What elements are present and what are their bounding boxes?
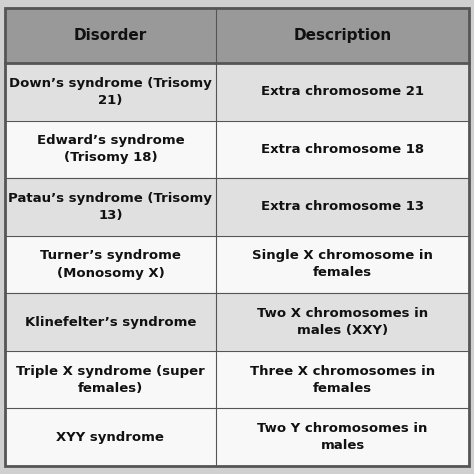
Bar	[216, 120, 469, 178]
Text: Extra chromosome 18: Extra chromosome 18	[261, 143, 424, 156]
Text: Single X chromosome in
females: Single X chromosome in females	[252, 249, 433, 280]
Text: Down’s syndrome (Trisomy
21): Down’s syndrome (Trisomy 21)	[9, 77, 212, 107]
Bar	[216, 351, 469, 409]
Bar	[216, 178, 469, 236]
Bar	[216, 236, 469, 293]
Bar	[5, 236, 216, 293]
Text: Triple X syndrome (super
females): Triple X syndrome (super females)	[16, 365, 205, 395]
Text: Extra chromosome 21: Extra chromosome 21	[261, 85, 424, 98]
Bar	[216, 63, 469, 120]
Text: Two Y chromosomes in
males: Two Y chromosomes in males	[257, 422, 428, 452]
Text: Extra chromosome 13: Extra chromosome 13	[261, 201, 424, 213]
Bar	[216, 293, 469, 351]
Text: Patau’s syndrome (Trisomy
13): Patau’s syndrome (Trisomy 13)	[9, 192, 212, 222]
Bar	[5, 293, 216, 351]
Bar	[5, 120, 216, 178]
Bar	[5, 8, 469, 63]
Bar	[5, 351, 216, 409]
Bar	[5, 409, 216, 466]
Text: XYY syndrome: XYY syndrome	[56, 431, 164, 444]
Text: Two X chromosomes in
males (XXY): Two X chromosomes in males (XXY)	[257, 307, 428, 337]
Text: Turner’s syndrome
(Monosomy X): Turner’s syndrome (Monosomy X)	[40, 249, 181, 280]
Text: Three X chromosomes in
females: Three X chromosomes in females	[250, 365, 435, 395]
Bar	[5, 63, 216, 120]
Text: Klinefelter’s syndrome: Klinefelter’s syndrome	[25, 316, 196, 328]
Bar	[5, 178, 216, 236]
Bar	[216, 409, 469, 466]
Text: Description: Description	[293, 28, 392, 43]
Text: Edward’s syndrome
(Trisomy 18): Edward’s syndrome (Trisomy 18)	[36, 134, 184, 164]
Text: Disorder: Disorder	[74, 28, 147, 43]
